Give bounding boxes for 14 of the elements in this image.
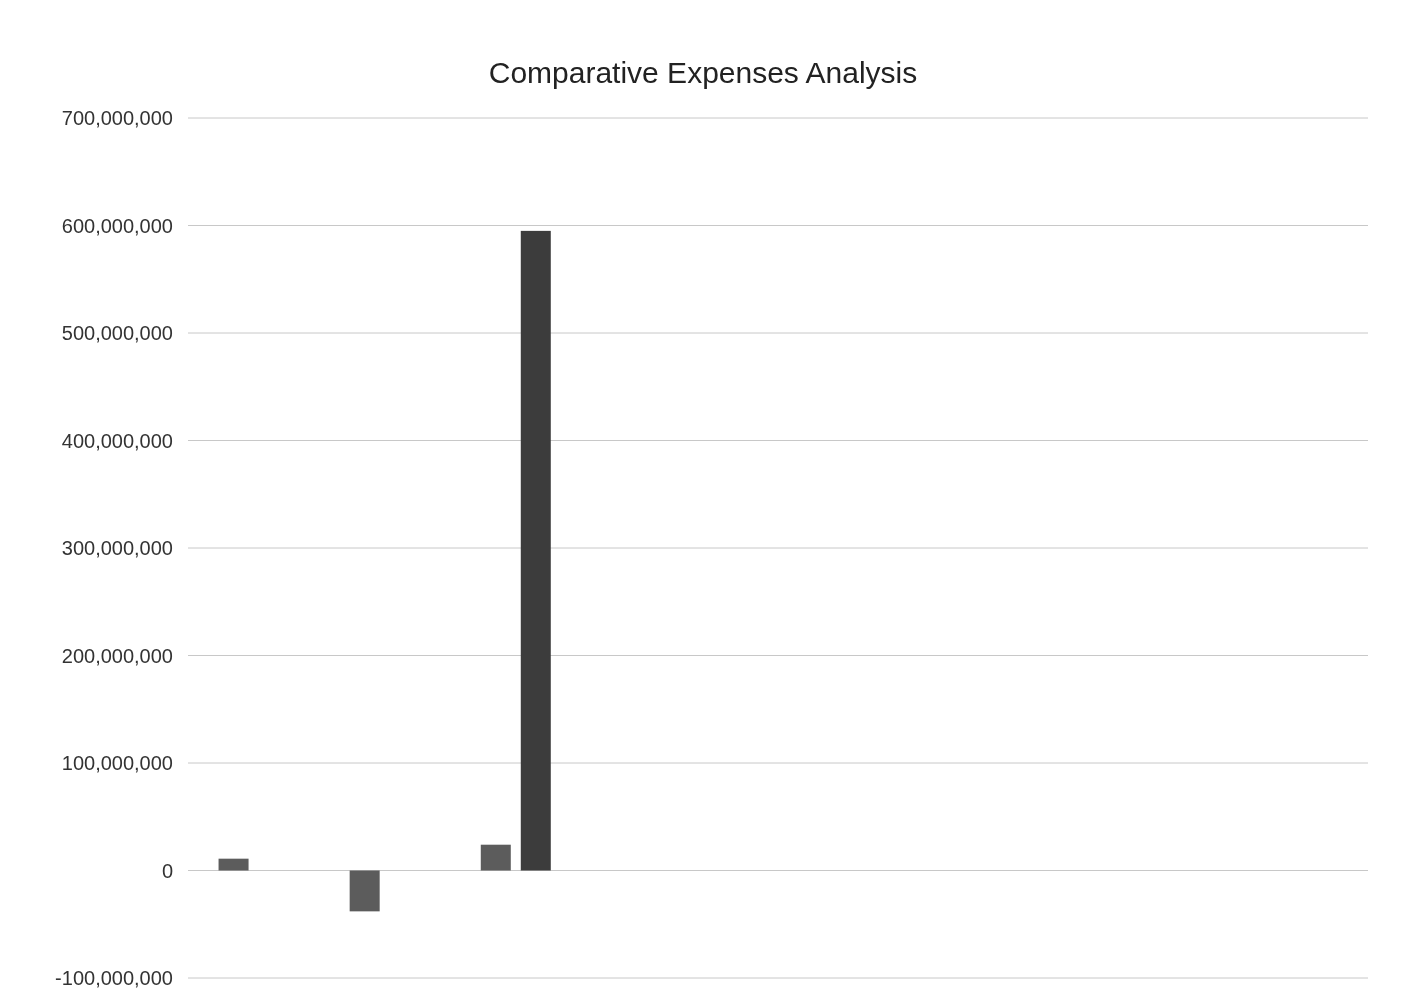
chart-title: Comparative Expenses Analysis [488, 56, 918, 89]
y-tick-label: 200,000,000 [61, 644, 173, 667]
y-tick-label: 700,000,000 [61, 107, 173, 129]
bar [349, 870, 380, 912]
y-tick-label: 400,000,000 [61, 429, 173, 452]
bar [218, 858, 249, 871]
bar [480, 844, 511, 871]
bar [520, 230, 551, 871]
y-tick-label: 0 [161, 859, 173, 882]
y-tick-label: 500,000,000 [61, 322, 173, 344]
y-tick-label: 300,000,000 [61, 537, 173, 559]
y-tick-label: -100,000,000 [55, 967, 173, 989]
y-tick-label: 600,000,000 [61, 214, 173, 237]
y-tick-label: 100,000,000 [61, 752, 173, 774]
